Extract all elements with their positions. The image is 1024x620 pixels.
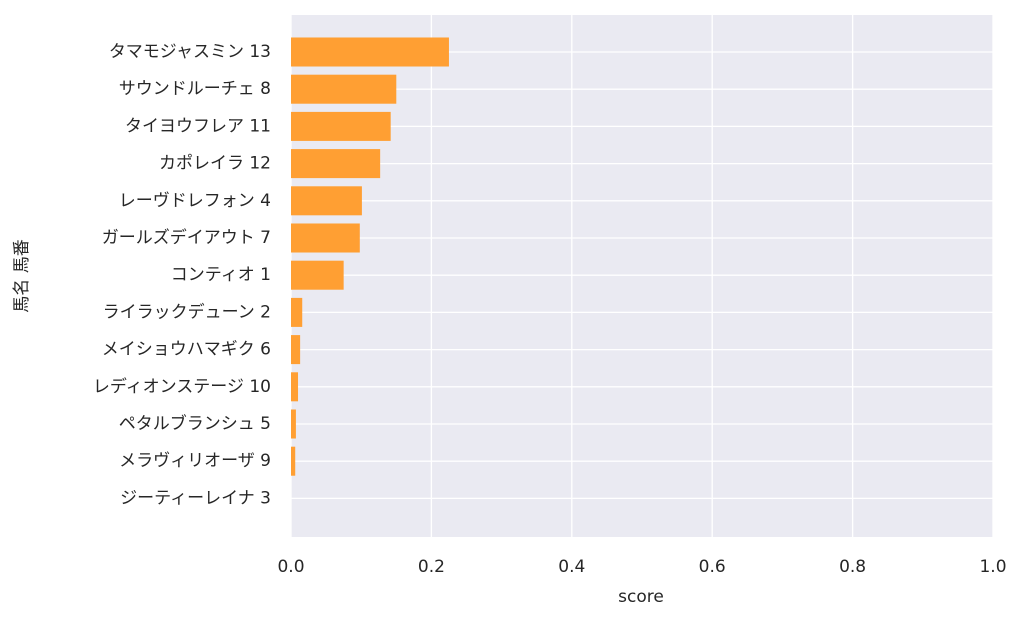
y-tick-label: ペタルブランシュ 5 [119,413,271,434]
bar [291,409,296,439]
y-tick-label: ガールズデイアウト 7 [102,227,271,248]
x-tick-label: 0.6 [699,557,726,577]
x-tick-label: 0.4 [558,557,585,577]
x-axis-label: score [618,587,664,607]
bar [291,186,362,216]
bar [291,111,391,141]
y-tick-label: レーヴドレフォン 4 [119,191,271,211]
x-tick-label: 0.2 [418,557,445,577]
bar [291,223,360,253]
bar [291,297,303,327]
y-tick-label: メイショウハマギク 6 [102,340,271,360]
y-tick-label: メラヴィリオーザ 9 [119,451,271,471]
y-tick-label: タマモジャスミン 13 [109,42,271,62]
bar [291,149,381,179]
x-tick-label: 0.0 [277,557,304,577]
y-tick-label: コンティオ 1 [171,265,271,285]
bar [291,260,344,290]
y-axis-label: 馬名 馬番 [12,239,32,312]
y-tick-label: レディオンステージ 10 [93,376,271,397]
bar [291,37,449,67]
bar [291,74,397,104]
y-tick-label: タイヨウフレア 11 [125,116,271,136]
plot-area [291,15,993,537]
y-tick-label: ジーティーレイナ 3 [120,488,271,508]
bar [291,446,296,476]
bar [291,335,301,365]
x-tick-label: 0.8 [839,557,866,577]
y-tick-label: ライラックデューン 2 [103,301,271,322]
y-tick-label: サウンドルーチェ 8 [119,79,271,99]
x-tick-label: 1.0 [979,557,1006,577]
y-tick-label: カポレイラ 12 [159,154,271,174]
bar [291,372,299,402]
